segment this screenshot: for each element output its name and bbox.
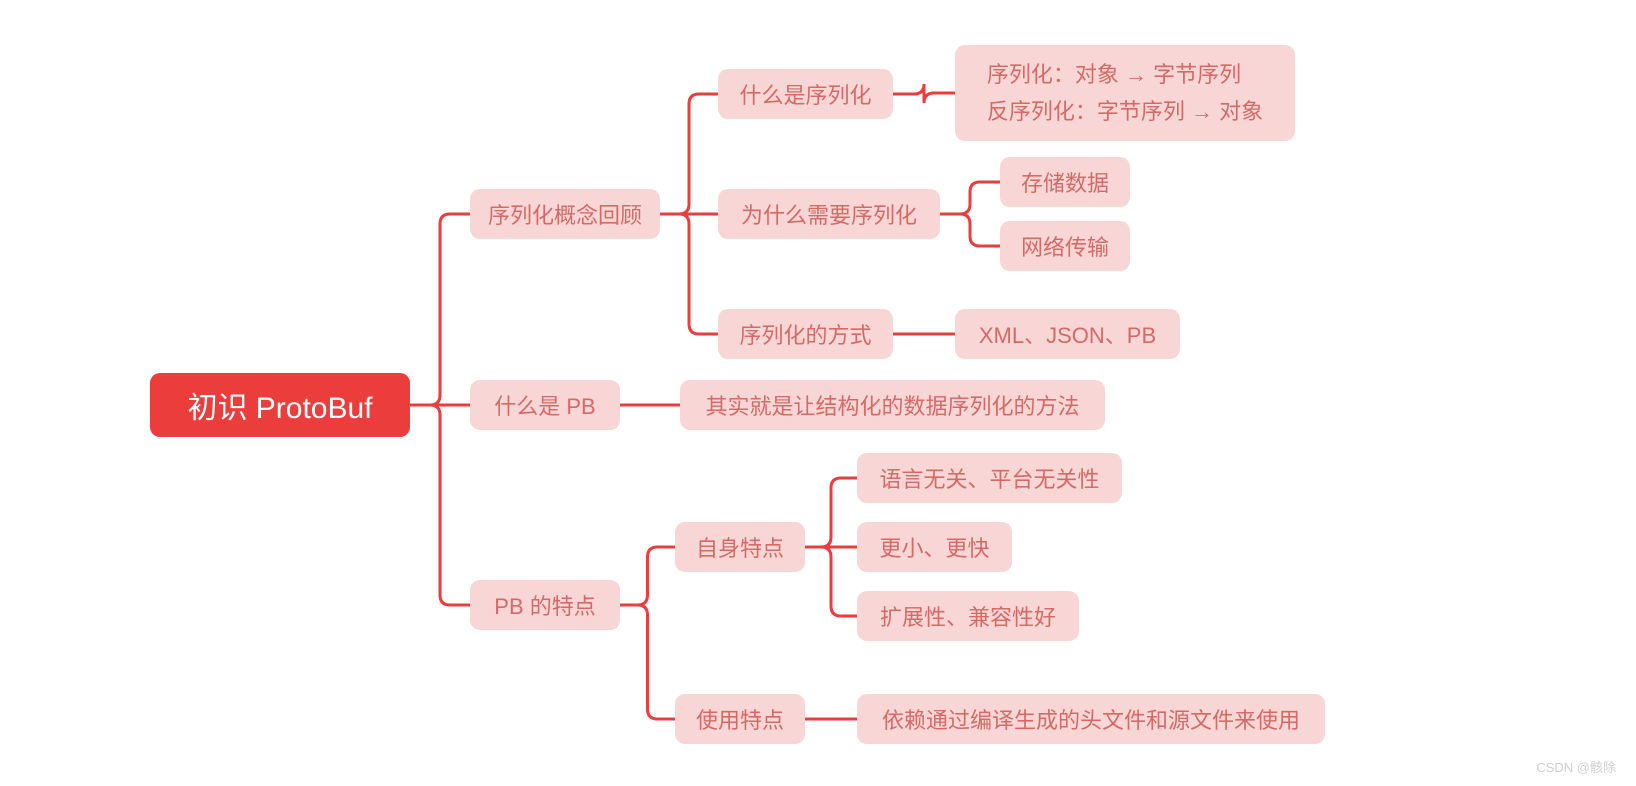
edge xyxy=(940,214,1000,246)
node-text: 序列化概念回顾 xyxy=(488,198,642,230)
node-text: 初识 ProtoBuf xyxy=(187,383,372,427)
edge xyxy=(620,605,675,719)
node-n1: 序列化概念回顾 xyxy=(470,189,660,239)
node-n3a2: 更小、更快 xyxy=(857,522,1012,572)
node-text: 扩展性、兼容性好 xyxy=(880,600,1056,632)
node-n1b1: 存储数据 xyxy=(1000,157,1130,207)
node-text: 网络传输 xyxy=(1021,230,1109,262)
node-n1c: 序列化的方式 xyxy=(718,309,893,359)
node-root: 初识 ProtoBuf xyxy=(150,373,410,437)
node-n1b: 为什么需要序列化 xyxy=(718,189,940,239)
node-text: 更小、更快 xyxy=(879,531,989,563)
node-text: 什么是序列化 xyxy=(739,78,871,110)
node-text: 序列化：对象 → 字节序列反序列化：字节序列 → 对象 xyxy=(987,56,1263,131)
node-text: 使用特点 xyxy=(696,703,784,735)
node-text: 序列化的方式 xyxy=(739,318,871,350)
node-n1b2: 网络传输 xyxy=(1000,221,1130,271)
node-text: 存储数据 xyxy=(1021,166,1109,198)
node-text: 语言无关、平台无关性 xyxy=(879,462,1099,494)
node-text: 什么是 PB xyxy=(494,389,595,421)
edge xyxy=(660,94,718,214)
node-n3a1: 语言无关、平台无关性 xyxy=(857,453,1122,503)
edge xyxy=(893,84,955,103)
node-n2a: 其实就是让结构化的数据序列化的方法 xyxy=(680,380,1105,430)
node-n3b1: 依赖通过编译生成的头文件和源文件来使用 xyxy=(857,694,1325,744)
watermark: CSDN @骸除 xyxy=(1536,757,1616,776)
node-text: 自身特点 xyxy=(696,531,784,563)
node-text: 依赖通过编译生成的头文件和源文件来使用 xyxy=(882,703,1300,735)
node-n1c1: XML、JSON、PB xyxy=(955,309,1180,359)
edge xyxy=(805,478,857,547)
edge xyxy=(660,214,718,334)
node-n3: PB 的特点 xyxy=(470,580,620,630)
edge xyxy=(410,214,470,405)
edge xyxy=(620,547,675,605)
node-n1a: 什么是序列化 xyxy=(718,69,893,119)
node-n2: 什么是 PB xyxy=(470,380,620,430)
node-text: XML、JSON、PB xyxy=(979,318,1156,350)
edge xyxy=(940,182,1000,214)
node-text: 其实就是让结构化的数据序列化的方法 xyxy=(705,389,1079,421)
node-n3b: 使用特点 xyxy=(675,694,805,744)
edge xyxy=(805,547,857,616)
node-n1a1: 序列化：对象 → 字节序列反序列化：字节序列 → 对象 xyxy=(955,45,1295,141)
node-text: 为什么需要序列化 xyxy=(741,198,917,230)
node-text: PB 的特点 xyxy=(494,589,595,621)
edge xyxy=(410,405,470,605)
node-n3a3: 扩展性、兼容性好 xyxy=(857,591,1079,641)
node-n3a: 自身特点 xyxy=(675,522,805,572)
